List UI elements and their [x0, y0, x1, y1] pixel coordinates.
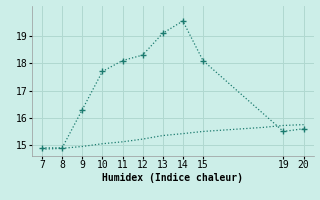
X-axis label: Humidex (Indice chaleur): Humidex (Indice chaleur)	[102, 173, 243, 183]
